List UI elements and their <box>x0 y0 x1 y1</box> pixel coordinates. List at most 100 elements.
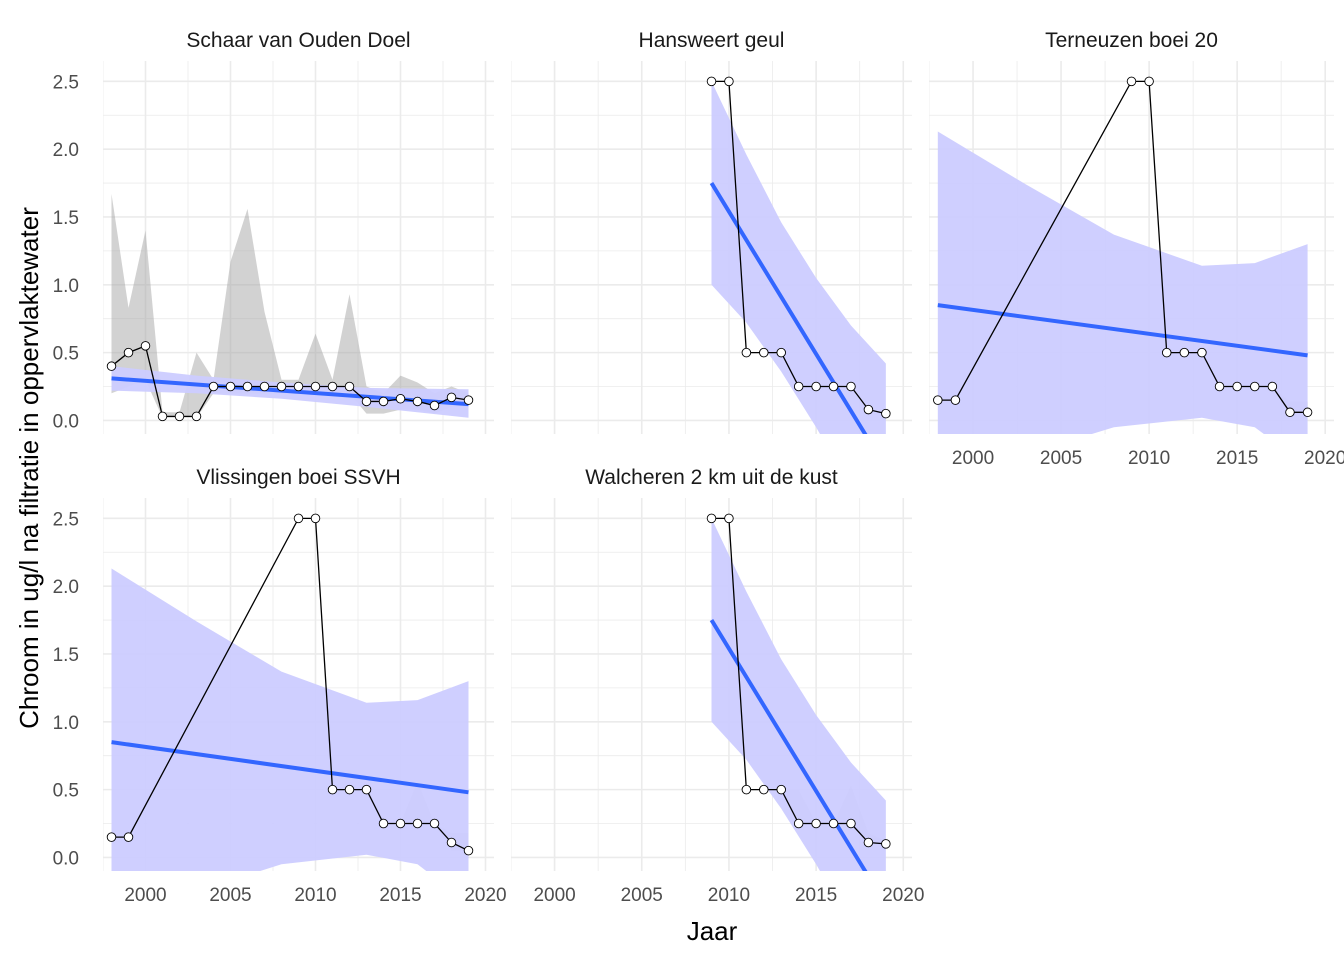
data-point <box>759 347 769 358</box>
panel <box>929 61 1334 434</box>
x-tick-label: 2015 <box>379 885 421 906</box>
data-point <box>208 381 219 392</box>
data-point <box>759 784 769 795</box>
data-point <box>793 381 804 392</box>
data-point <box>933 395 943 405</box>
data-point <box>463 845 474 856</box>
data-point <box>1197 347 1207 358</box>
data-point <box>123 832 134 842</box>
data-point <box>724 76 734 87</box>
trend-line <box>937 303 1308 358</box>
panel <box>511 61 912 434</box>
data-point <box>378 818 389 829</box>
data-point <box>724 513 734 524</box>
data-point <box>741 347 752 358</box>
data-point <box>140 341 151 351</box>
data-point <box>174 411 185 422</box>
data-point <box>123 347 134 358</box>
data-point <box>429 400 440 411</box>
data-point <box>950 395 961 405</box>
y-tick-label: 1.5 <box>53 208 79 229</box>
data-point <box>1179 347 1190 358</box>
data-point <box>327 784 338 795</box>
data-point <box>395 818 406 829</box>
data-point <box>310 513 321 524</box>
data-point <box>1302 407 1313 418</box>
data-point <box>863 837 874 848</box>
panel <box>103 498 494 871</box>
x-tick-label: 2015 <box>1216 448 1258 469</box>
data-point <box>793 818 804 829</box>
data-point <box>191 411 202 422</box>
data-point <box>1126 76 1137 87</box>
series-line <box>111 344 469 418</box>
trend-line <box>709 182 868 434</box>
x-tick-label: 2010 <box>1128 448 1170 469</box>
panel-title: Hansweert geul <box>639 29 785 52</box>
y-tick-label: 2.5 <box>53 509 79 530</box>
data-point <box>361 784 372 795</box>
trend-line <box>709 619 868 871</box>
panel <box>511 498 912 871</box>
data-point <box>881 839 891 849</box>
data-point <box>412 396 423 407</box>
data-point <box>881 408 891 419</box>
data-point <box>846 381 856 392</box>
data-point <box>828 818 839 829</box>
data-point <box>863 404 874 415</box>
data-point <box>776 347 786 358</box>
data-point <box>344 784 355 795</box>
data-point <box>776 784 786 795</box>
data-point <box>463 395 474 405</box>
x-tick-label: 2020 <box>464 885 506 906</box>
data-point <box>1267 381 1278 392</box>
panel <box>103 61 494 434</box>
data-point <box>327 381 338 392</box>
confidence-band <box>711 81 886 434</box>
x-tick-label: 2015 <box>795 885 837 906</box>
panel-title: Schaar van Ouden Doel <box>186 29 410 52</box>
data-point <box>361 396 372 407</box>
x-tick-label: 2010 <box>294 885 336 906</box>
panel-title: Walcheren 2 km uit de kust <box>585 466 838 489</box>
data-point <box>259 381 270 392</box>
y-tick-label: 0.0 <box>53 848 79 869</box>
x-tick-label: 2005 <box>209 885 251 906</box>
data-point <box>1214 381 1225 392</box>
y-tick-label: 1.0 <box>53 276 79 297</box>
y-tick-label: 0.5 <box>53 344 79 365</box>
data-point <box>344 381 355 392</box>
data-point <box>293 513 304 524</box>
confidence-band <box>111 568 469 871</box>
y-axis-title: Chroom in ug/l na filtratie in oppervlak… <box>14 207 44 729</box>
data-point <box>106 361 117 371</box>
data-point <box>811 381 821 392</box>
x-tick-label: 2000 <box>952 448 994 469</box>
data-point <box>1144 76 1154 87</box>
data-point <box>276 381 287 392</box>
x-tick-label: 2005 <box>621 885 663 906</box>
y-tick-label: 2.0 <box>53 577 79 598</box>
data-point <box>811 818 821 829</box>
y-tick-label: 0.0 <box>53 411 79 432</box>
confidence-band <box>937 131 1308 434</box>
data-point <box>828 381 839 392</box>
data-point <box>225 381 236 392</box>
y-tick-label: 2.5 <box>53 72 79 93</box>
data-point <box>1232 381 1242 392</box>
data-point <box>1161 347 1172 358</box>
x-tick-label: 2020 <box>1304 448 1344 469</box>
x-tick-label: 2010 <box>708 885 750 906</box>
y-tick-label: 2.0 <box>53 140 79 161</box>
data-point <box>429 818 440 829</box>
y-tick-label: 1.5 <box>53 645 79 666</box>
data-point <box>741 784 752 795</box>
panel-title: Vlissingen boei SSVH <box>196 466 400 489</box>
panel-title: Terneuzen boei 20 <box>1045 29 1218 52</box>
data-point <box>293 381 304 392</box>
confidence-band <box>711 518 886 871</box>
x-tick-label: 2005 <box>1040 448 1082 469</box>
data-point <box>446 837 457 848</box>
data-point <box>846 818 856 829</box>
